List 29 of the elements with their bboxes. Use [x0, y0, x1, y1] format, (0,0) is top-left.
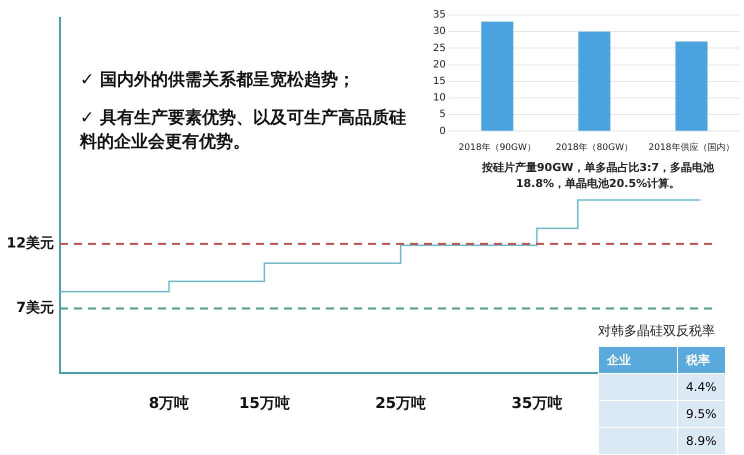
y-tick-label: 15 [432, 76, 446, 87]
x-tick-label: 2018年供应（国内） [648, 142, 734, 153]
y-tick-label: 35 [432, 10, 446, 21]
y-tick-label: 30 [432, 26, 446, 38]
y-tick-label: 5 [439, 109, 446, 120]
y-tick-label: 25 [432, 42, 446, 54]
data-label: 9.5% [678, 400, 725, 428]
x-tick-label: 25万吨 [375, 394, 426, 412]
x-tick-label: 15万吨 [238, 394, 290, 412]
x-tick-label: 2018年（80GW） [556, 142, 633, 153]
data-label: 4.4% [678, 374, 725, 400]
y-tick-label: 0 [439, 126, 446, 137]
annotation: ✓ 国内外的供需关系都呈宽松趋势； [80, 69, 356, 92]
y-tick-label: 10 [432, 92, 446, 104]
x-tick-label: 2018年（90GW） [458, 142, 536, 153]
text: 税率 [678, 346, 725, 374]
bar [578, 32, 610, 131]
ref-line-label: 12美元 [6, 234, 54, 252]
annotation: ✓ 具有生产要素优势、以及可生产高品质硅料的企业会更有优势。 [80, 107, 408, 154]
text: 企业 [598, 346, 678, 374]
text: 对韩多晶硅双反税率 [598, 323, 716, 340]
bar [675, 42, 708, 131]
ref-line-label: 7美元 [16, 299, 54, 316]
x-tick-label: 8万吨 [148, 394, 190, 412]
data-label: 8.9% [678, 428, 725, 454]
x-tick-label: 35万吨 [511, 394, 562, 412]
y-tick-label: 20 [432, 59, 446, 70]
bar [481, 22, 514, 131]
annotation: 按硅片产量90GW，单多晶占比3:7，多晶电池18.8%，单晶电池20.5%计算。 [480, 160, 716, 192]
